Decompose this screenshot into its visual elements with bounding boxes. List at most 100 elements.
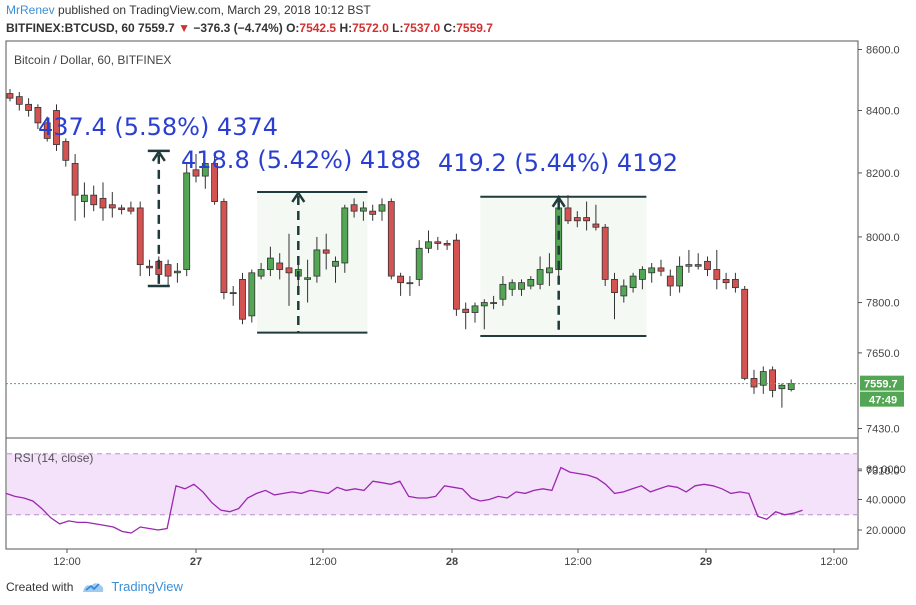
candle-body [657, 267, 665, 272]
candle-body [192, 169, 200, 177]
candle-body [573, 217, 581, 222]
candle-body [276, 262, 284, 270]
candle-body [248, 272, 256, 317]
candle-body [592, 223, 600, 228]
tradingview-logo-icon [83, 582, 104, 592]
candle-body [434, 241, 442, 244]
candle-body [34, 107, 42, 124]
candle-body [183, 172, 191, 270]
symbol-line: BITFINEX:BTCUSD, 60 7559.7 ▼ −376.3 (−4.… [6, 21, 493, 35]
candle-body [480, 302, 488, 307]
last-price: 7559.7 [138, 21, 175, 35]
candle-body [220, 201, 228, 294]
candle-body [118, 207, 125, 210]
candle-body [62, 141, 70, 161]
close-label: C: [443, 21, 457, 35]
candle-body [90, 194, 98, 206]
candle-body [257, 269, 265, 277]
footer: Created with TradingView [6, 579, 183, 594]
last-price-badge-label: 7559.7 [864, 379, 898, 391]
rsi-tick-label: 40.0000 [866, 495, 906, 507]
measure-label-1: 437.4 (5.58%) 4374 [38, 113, 278, 141]
candle-body [648, 267, 656, 274]
candle-body [601, 226, 609, 280]
countdown-badge-label: 47:49 [869, 395, 897, 407]
candle-body [704, 260, 711, 270]
candle-body [425, 241, 432, 249]
tradingview-link[interactable]: TradingView [111, 579, 183, 594]
candle-body [620, 285, 628, 297]
candle-body [722, 278, 730, 284]
symbol-label: BITFINEX:BTCUSD, 60 [6, 21, 135, 35]
candle-body [769, 369, 776, 391]
candle-body [266, 257, 274, 270]
candle-body [694, 264, 702, 267]
candle-body [304, 277, 312, 280]
candle-body [518, 282, 525, 290]
down-arrow-icon: ▼ [178, 21, 190, 35]
candle-body [378, 204, 386, 212]
author-link[interactable]: MrRenev [6, 3, 55, 17]
measure-boxes [257, 190, 647, 337]
candle-body [415, 247, 423, 280]
measure-markers [147, 149, 566, 336]
open-value: 7542.5 [299, 21, 337, 35]
candle-body [313, 249, 321, 277]
price-tick-label: 8200.0 [866, 168, 900, 180]
candle-body [53, 110, 60, 146]
rsi-line [5, 466, 803, 534]
close-value: 7559.7 [456, 21, 493, 35]
high-label: H: [339, 21, 353, 35]
price-tick-label: 8600.0 [866, 45, 900, 57]
candle-body [164, 264, 172, 277]
published-text: published on TradingView.com, March 29, … [58, 3, 371, 17]
rsi-tick-label: 20.0000 [866, 525, 906, 537]
candle-body [452, 239, 460, 310]
measure-box-2 [257, 191, 368, 333]
candle-body [6, 93, 14, 99]
rsi-tick-label: 60.0000 [866, 464, 906, 476]
rsi-band [7, 453, 857, 515]
candle-body [685, 264, 693, 267]
countdown-badge [860, 391, 904, 407]
arrow-up-icon [551, 195, 566, 208]
time-tick-label: 12:00 [309, 556, 337, 568]
candle-body [676, 265, 683, 287]
chart-area[interactable]: 8600.0 8400.0 8200.0 8000.0 7800.0 7650.0 7430… [0, 0, 916, 580]
candle-body [108, 204, 116, 209]
price-tick-label: 7650.0 [866, 348, 900, 360]
candle-body [536, 269, 544, 285]
price-tick-label: 8000.0 [866, 232, 900, 244]
candle-body [611, 278, 618, 294]
candle-body [732, 278, 739, 289]
candles [6, 88, 858, 408]
change-label: −376.3 (−4.74%) [193, 21, 283, 35]
candle-body [527, 278, 535, 287]
candle-body [490, 302, 498, 304]
candle-body [778, 384, 786, 390]
candle-body [173, 270, 181, 274]
candle-body [499, 283, 507, 300]
candle-body [387, 201, 395, 277]
price-axis: 8600.0 8400.0 8200.0 8000.0 7800.0 7650.0 7430… [858, 45, 904, 478]
candle-body [397, 275, 405, 284]
time-tick-label: 12:00 [820, 556, 848, 568]
candle-body [443, 243, 451, 246]
candle-body [127, 207, 135, 212]
time-tick-label: 29 [700, 556, 712, 568]
candle-body [136, 207, 144, 266]
candle-body [25, 103, 33, 111]
price-tick-label: 7800.0 [866, 298, 900, 310]
publication-line: MrRenev published on TradingView.com, Ma… [6, 3, 371, 17]
candle-body [741, 288, 749, 379]
candle-body [508, 282, 516, 290]
time-tick-label: 12:00 [53, 556, 81, 568]
candle-body [81, 194, 88, 202]
candle-body [759, 371, 767, 386]
candle-body [713, 269, 721, 280]
time-axis: 12:00 27 12:00 28 12:00 29 12:00 [53, 549, 848, 568]
candle-body [146, 265, 153, 269]
candle-body [71, 163, 79, 196]
candle-body [341, 207, 349, 264]
time-tick-label: 28 [446, 556, 458, 568]
